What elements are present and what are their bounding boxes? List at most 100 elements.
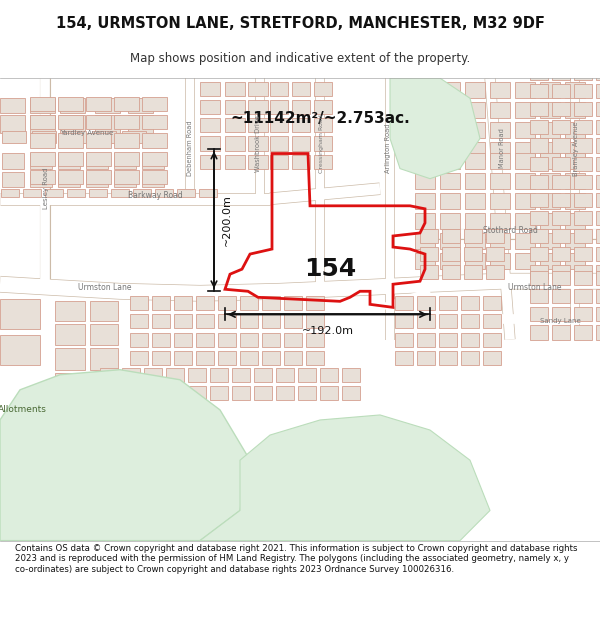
Bar: [100, 368, 118, 382]
Bar: [152, 296, 170, 311]
Bar: [30, 116, 55, 129]
Bar: [552, 102, 570, 116]
Bar: [574, 211, 592, 225]
Bar: [465, 192, 485, 209]
Bar: [30, 152, 52, 169]
Bar: [30, 133, 55, 148]
Bar: [284, 351, 302, 364]
Bar: [58, 116, 83, 129]
Bar: [552, 121, 570, 134]
Bar: [284, 332, 302, 347]
Bar: [270, 118, 288, 132]
Bar: [276, 386, 294, 400]
Bar: [166, 386, 184, 400]
Bar: [90, 324, 118, 344]
Bar: [530, 247, 548, 261]
Bar: [515, 102, 535, 118]
Bar: [1, 189, 19, 197]
Bar: [530, 84, 548, 98]
Bar: [540, 152, 560, 169]
Bar: [552, 289, 570, 303]
Bar: [442, 265, 460, 279]
Bar: [395, 296, 413, 311]
Bar: [530, 156, 548, 171]
Text: Urmston Lane: Urmston Lane: [78, 282, 132, 292]
Text: Urmston Lane: Urmston Lane: [508, 282, 562, 292]
Bar: [232, 386, 250, 400]
Bar: [530, 265, 548, 279]
Bar: [530, 102, 548, 116]
Bar: [574, 139, 592, 152]
Bar: [440, 82, 460, 98]
Bar: [100, 386, 118, 400]
Bar: [552, 308, 570, 321]
Bar: [142, 133, 167, 148]
Bar: [0, 334, 40, 364]
Bar: [439, 351, 457, 364]
Bar: [415, 192, 435, 209]
Polygon shape: [200, 415, 490, 541]
Text: Bramley Avenue: Bramley Avenue: [573, 121, 579, 176]
Bar: [130, 332, 148, 347]
Polygon shape: [0, 370, 250, 541]
Text: Sandy Lane: Sandy Lane: [539, 319, 580, 324]
Bar: [276, 368, 294, 382]
Bar: [486, 229, 504, 243]
Text: Lesley Road: Lesley Road: [43, 168, 49, 209]
Text: 154: 154: [304, 257, 356, 281]
Bar: [90, 348, 118, 370]
Bar: [596, 265, 600, 279]
Bar: [565, 102, 585, 118]
Bar: [565, 213, 585, 229]
Bar: [552, 247, 570, 261]
Bar: [270, 82, 288, 96]
Bar: [270, 136, 288, 151]
Text: Washbrook Drive: Washbrook Drive: [255, 115, 261, 172]
Bar: [142, 172, 164, 187]
Bar: [596, 66, 600, 80]
Bar: [415, 122, 435, 139]
Bar: [174, 314, 192, 329]
Bar: [530, 192, 548, 207]
Bar: [284, 296, 302, 311]
Bar: [596, 326, 600, 339]
Bar: [596, 84, 600, 98]
Bar: [114, 98, 139, 111]
Bar: [417, 314, 435, 329]
Bar: [415, 102, 435, 118]
Bar: [142, 98, 167, 111]
Bar: [540, 233, 560, 249]
Bar: [596, 271, 600, 285]
Bar: [55, 301, 85, 321]
Text: Yardley Avenue: Yardley Avenue: [61, 131, 113, 136]
Bar: [420, 265, 438, 279]
Bar: [306, 296, 324, 311]
Bar: [60, 98, 85, 113]
Bar: [465, 213, 485, 229]
Bar: [461, 332, 479, 347]
Bar: [596, 174, 600, 189]
Bar: [232, 368, 250, 382]
Bar: [395, 332, 413, 347]
Bar: [565, 192, 585, 209]
Bar: [0, 98, 25, 113]
Bar: [188, 368, 206, 382]
Bar: [92, 131, 116, 144]
Bar: [114, 116, 139, 129]
Text: Allotments: Allotments: [0, 406, 46, 414]
Bar: [483, 296, 501, 311]
Bar: [540, 102, 560, 118]
Bar: [596, 211, 600, 225]
Bar: [86, 133, 111, 148]
Bar: [130, 296, 148, 311]
Bar: [552, 139, 570, 152]
Bar: [574, 192, 592, 207]
Bar: [442, 247, 460, 261]
Bar: [254, 368, 272, 382]
Bar: [552, 211, 570, 225]
Bar: [200, 100, 220, 114]
Bar: [420, 229, 438, 243]
Bar: [574, 66, 592, 80]
Bar: [461, 314, 479, 329]
Bar: [58, 98, 83, 111]
